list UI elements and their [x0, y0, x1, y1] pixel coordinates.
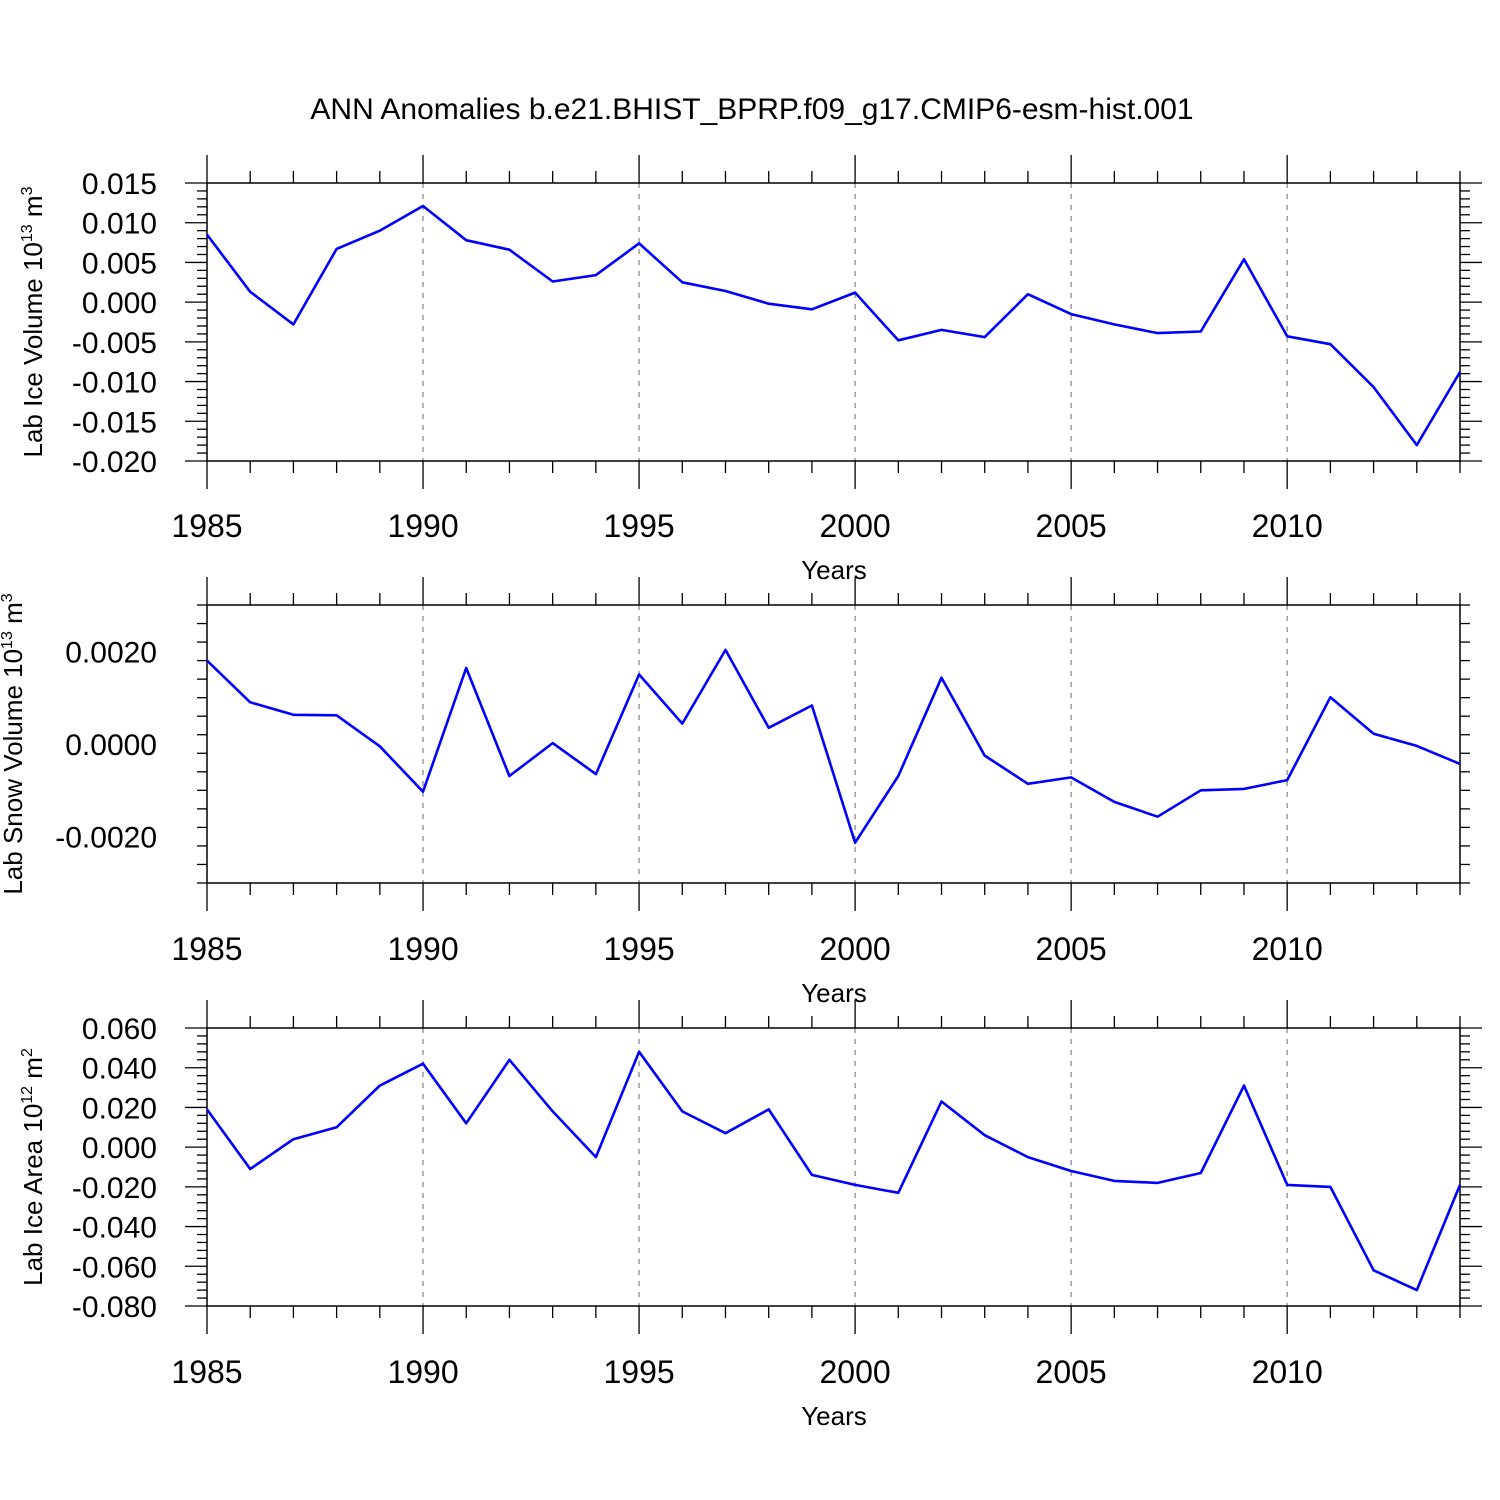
- x-tick-label: 1995: [603, 931, 674, 967]
- y-tick-label: 0.005: [82, 247, 157, 280]
- x-tick-label: 1990: [387, 508, 458, 544]
- y-tick-label: -0.005: [72, 327, 157, 360]
- panel-1: -0.020 -0.015 -0.010 -0.005 0.000 0.005 0.010 0…: [18, 155, 1482, 585]
- plot-frame: [206, 604, 1461, 884]
- series-line: [205, 204, 1462, 447]
- y-tick-label: -0.0020: [55, 822, 157, 855]
- x-axis-label: Years: [801, 555, 867, 585]
- panel-2: -0.0020 0.0000 0.0020 1985 1990 1995 2000 2005 2…: [0, 577, 1470, 1008]
- y-tick-label: 0.0000: [65, 729, 157, 762]
- series-line: [205, 1050, 1462, 1292]
- x-tick-label: 2000: [820, 931, 891, 967]
- x-tick-label: 2005: [1036, 1354, 1107, 1390]
- y-tick-label: -0.060: [72, 1251, 157, 1284]
- plot-frame: [206, 182, 1461, 462]
- y-tick-label: 0.000: [82, 287, 157, 320]
- y-axis-label: Lab Ice Volume 1013 m3: [18, 186, 48, 457]
- panel-3: -0.080 -0.060 -0.040 -0.020 0.000 0.020 0.040 0…: [18, 1000, 1482, 1431]
- y-tick-label: 0.0020: [65, 636, 157, 669]
- y-tick-label: 0.020: [82, 1092, 157, 1125]
- y-tick-label: 0.040: [82, 1053, 157, 1086]
- x-tick-label: 1985: [171, 931, 242, 967]
- y-tick-label: 0.000: [82, 1132, 157, 1165]
- y-tick-label: -0.020: [72, 1172, 157, 1205]
- y-tick-label: 0.060: [82, 1013, 157, 1046]
- panels: -0.020 -0.015 -0.010 -0.005 0.000 0.005 0.010 0…: [0, 155, 1482, 1431]
- x-tick-label: 1990: [387, 931, 458, 967]
- x-axis-label: Years: [801, 978, 867, 1008]
- x-tick-label: 2000: [820, 508, 891, 544]
- chart-title: ANN Anomalies b.e21.BHIST_BPRP.f09_g17.C…: [310, 93, 1193, 126]
- x-tick-label: 2005: [1036, 508, 1107, 544]
- y-tick-label: -0.080: [72, 1291, 157, 1324]
- x-tick-label: 2010: [1252, 508, 1323, 544]
- y-axis-label: Lab Ice Area 1012 m2: [18, 1048, 48, 1286]
- y-tick-label: -0.020: [72, 446, 157, 479]
- y-tick-label: 0.010: [82, 208, 157, 241]
- series-line: [206, 648, 1461, 845]
- x-tick-label: 1995: [603, 508, 674, 544]
- x-tick-label: 1995: [603, 1354, 674, 1390]
- x-tick-label: 2010: [1252, 1354, 1323, 1390]
- y-tick-label: -0.040: [72, 1212, 157, 1245]
- x-axis-label: Years: [801, 1401, 867, 1431]
- x-tick-label: 1985: [171, 508, 242, 544]
- y-axis-label: Lab Snow Volume 1013 m3: [0, 593, 28, 894]
- x-tick-label: 1985: [171, 1354, 242, 1390]
- plot-frame: [206, 1027, 1461, 1307]
- x-tick-label: 2005: [1036, 931, 1107, 967]
- x-tick-label: 2000: [820, 1354, 891, 1390]
- y-tick-label: 0.015: [82, 168, 157, 201]
- x-tick-label: 1990: [387, 1354, 458, 1390]
- y-tick-label: -0.010: [72, 367, 157, 400]
- y-tick-label: -0.015: [72, 406, 157, 439]
- x-tick-label: 2010: [1252, 931, 1323, 967]
